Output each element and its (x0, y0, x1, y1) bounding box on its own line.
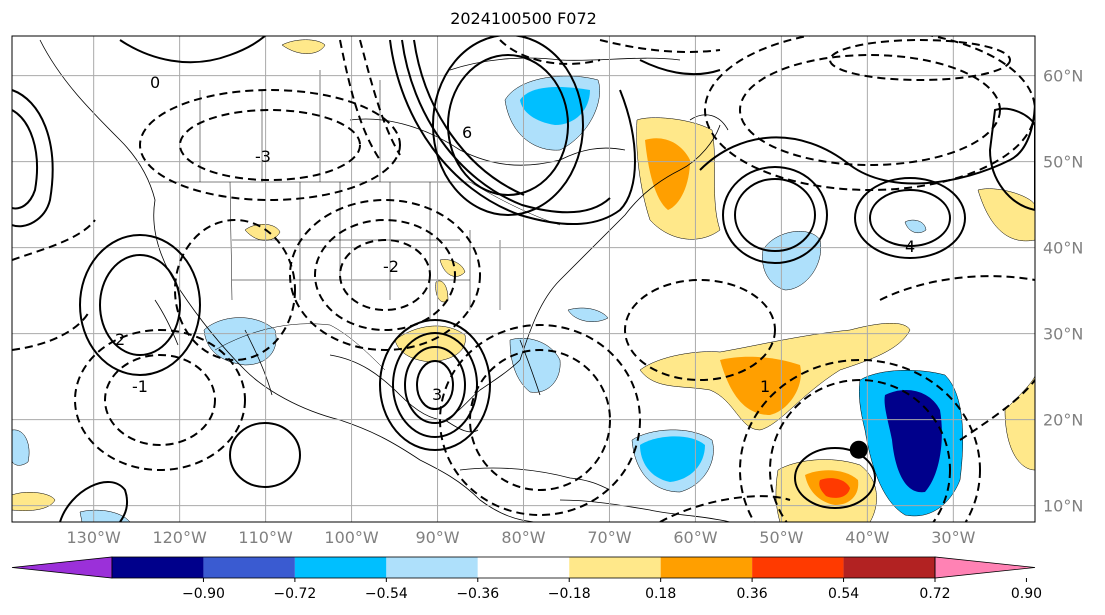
colorbar-tick-label: 0.18 (645, 586, 677, 602)
contour-label-group: -3 -2 -1 0 1 2 3 4 6 (115, 73, 915, 404)
contour-label: -1 (132, 377, 148, 396)
contour-label: 0 (150, 73, 160, 92)
borders (150, 70, 561, 371)
contour-label: -3 (255, 147, 271, 166)
contour-label: -2 (383, 257, 399, 276)
colorbar-tick-label: 0.36 (736, 586, 768, 602)
colorbar-cell (752, 557, 844, 578)
colorbar-cell (660, 557, 753, 578)
colorbar-cell (477, 557, 570, 578)
latitude-label: 60°N (1043, 66, 1084, 86)
colorbar-cell (112, 557, 204, 578)
colorbar-tick-label: 0.72 (919, 586, 951, 602)
colorbar-tick-label: −0.90 (181, 586, 225, 602)
colorbar-cell (569, 557, 661, 578)
colorbar-cell (203, 557, 295, 578)
longitude-label: 90°W (415, 528, 460, 547)
map-title: 2024100500 F072 (450, 9, 597, 28)
latitude-label: 50°N (1043, 152, 1084, 172)
shaded-anomalies (12, 39, 1035, 522)
colorbar-cells (11, 556, 1036, 582)
colorbar-tick-label: −0.36 (456, 586, 500, 602)
colorbar-cell (294, 557, 387, 578)
longitude-label: 50°W (759, 528, 804, 547)
colorbar-tick-label: −0.18 (547, 586, 591, 602)
colorbar-cell (843, 557, 935, 578)
positive-contours (12, 36, 1035, 522)
colorbar-tick-label: −0.72 (273, 586, 317, 602)
colorbar-tick-label: −0.54 (364, 586, 408, 602)
contour-label: 2 (115, 330, 125, 349)
colorbar-tick-label: 0.54 (827, 586, 860, 602)
contour-label: 1 (760, 377, 770, 396)
longitude-label: 30°W (931, 528, 976, 547)
longitude-label: 110°W (238, 528, 293, 547)
longitude-label: 130°W (66, 528, 121, 547)
storm-center-marker (849, 440, 868, 459)
longitude-label: 80°W (501, 528, 546, 547)
latitude-label: 30°N (1043, 324, 1084, 344)
latitude-label: 20°N (1043, 410, 1084, 430)
colorbar-frame (111, 556, 936, 579)
longitude-label: 40°W (845, 528, 890, 547)
latitude-label: 10°N (1043, 496, 1084, 516)
longitude-label: 60°W (673, 528, 718, 547)
contour-label: 6 (462, 123, 472, 142)
map-frame (11, 35, 1036, 523)
colorbar-extend-high (934, 556, 1036, 579)
colorbar-tick-label: 0.90 (1010, 586, 1043, 602)
colorbar-extend-low (11, 556, 113, 579)
longitude-label: 120°W (152, 528, 207, 547)
longitude-label: 100°W (324, 528, 379, 547)
contour-label: 3 (432, 385, 442, 404)
contour-label: 4 (905, 237, 915, 256)
negative-contours (12, 36, 1035, 522)
colorbar-cell (386, 557, 478, 578)
longitude-label: 70°W (587, 528, 632, 547)
latitude-label: 40°N (1043, 238, 1084, 258)
